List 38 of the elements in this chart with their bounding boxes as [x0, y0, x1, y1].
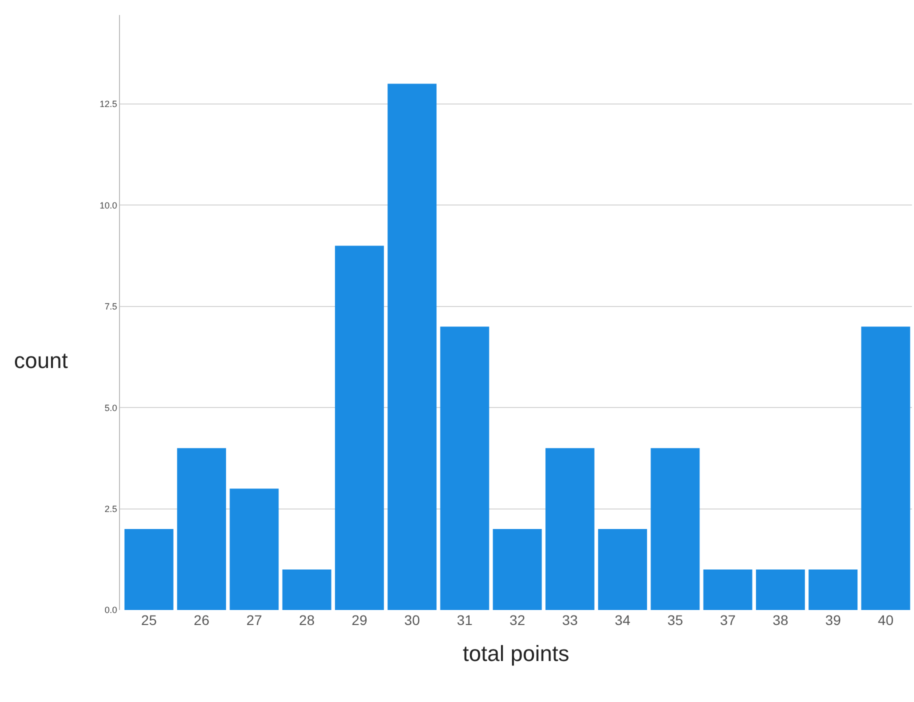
bar: [650, 448, 700, 610]
x-tick-label: 31: [456, 612, 473, 628]
x-tick-label: 37: [720, 612, 736, 628]
bar: [282, 570, 332, 610]
x-tick-label: 29: [352, 612, 368, 628]
bar: [808, 570, 858, 610]
y-tick-label: 5.0: [104, 402, 118, 413]
y-tick-label: 12.5: [100, 99, 118, 110]
bar: [756, 570, 805, 610]
x-tick-label: 27: [246, 612, 262, 628]
x-tick-label: 26: [194, 612, 210, 628]
y-tick-label: 10.0: [100, 200, 118, 210]
bar: [861, 326, 910, 610]
bar: [334, 246, 384, 610]
y-tick-label: 0.0: [104, 605, 118, 616]
x-tick-label: 34: [614, 612, 631, 628]
x-tick-label: 39: [825, 612, 842, 628]
bar: [440, 326, 490, 610]
y-axis-title: count: [14, 348, 68, 373]
bar: [177, 448, 226, 610]
bar: [598, 529, 648, 610]
x-tick-label: 25: [141, 612, 157, 628]
x-tick-label: 35: [667, 612, 684, 628]
bar: [230, 488, 279, 610]
x-tick-label: 33: [562, 612, 578, 628]
bar: [124, 529, 174, 610]
y-tick-label: 7.5: [104, 302, 118, 312]
bar: [492, 529, 542, 610]
bar: [545, 448, 594, 610]
x-tick-label: 40: [878, 612, 894, 628]
x-tick-label: 28: [299, 612, 315, 628]
y-tick-label: 2.5: [104, 504, 118, 514]
x-axis-title: total points: [462, 640, 570, 666]
x-tick-label: 32: [510, 612, 526, 628]
x-tick-label: 38: [772, 612, 788, 628]
x-tick-label: 30: [404, 612, 420, 628]
bar: [703, 570, 752, 610]
bar: [388, 84, 437, 610]
